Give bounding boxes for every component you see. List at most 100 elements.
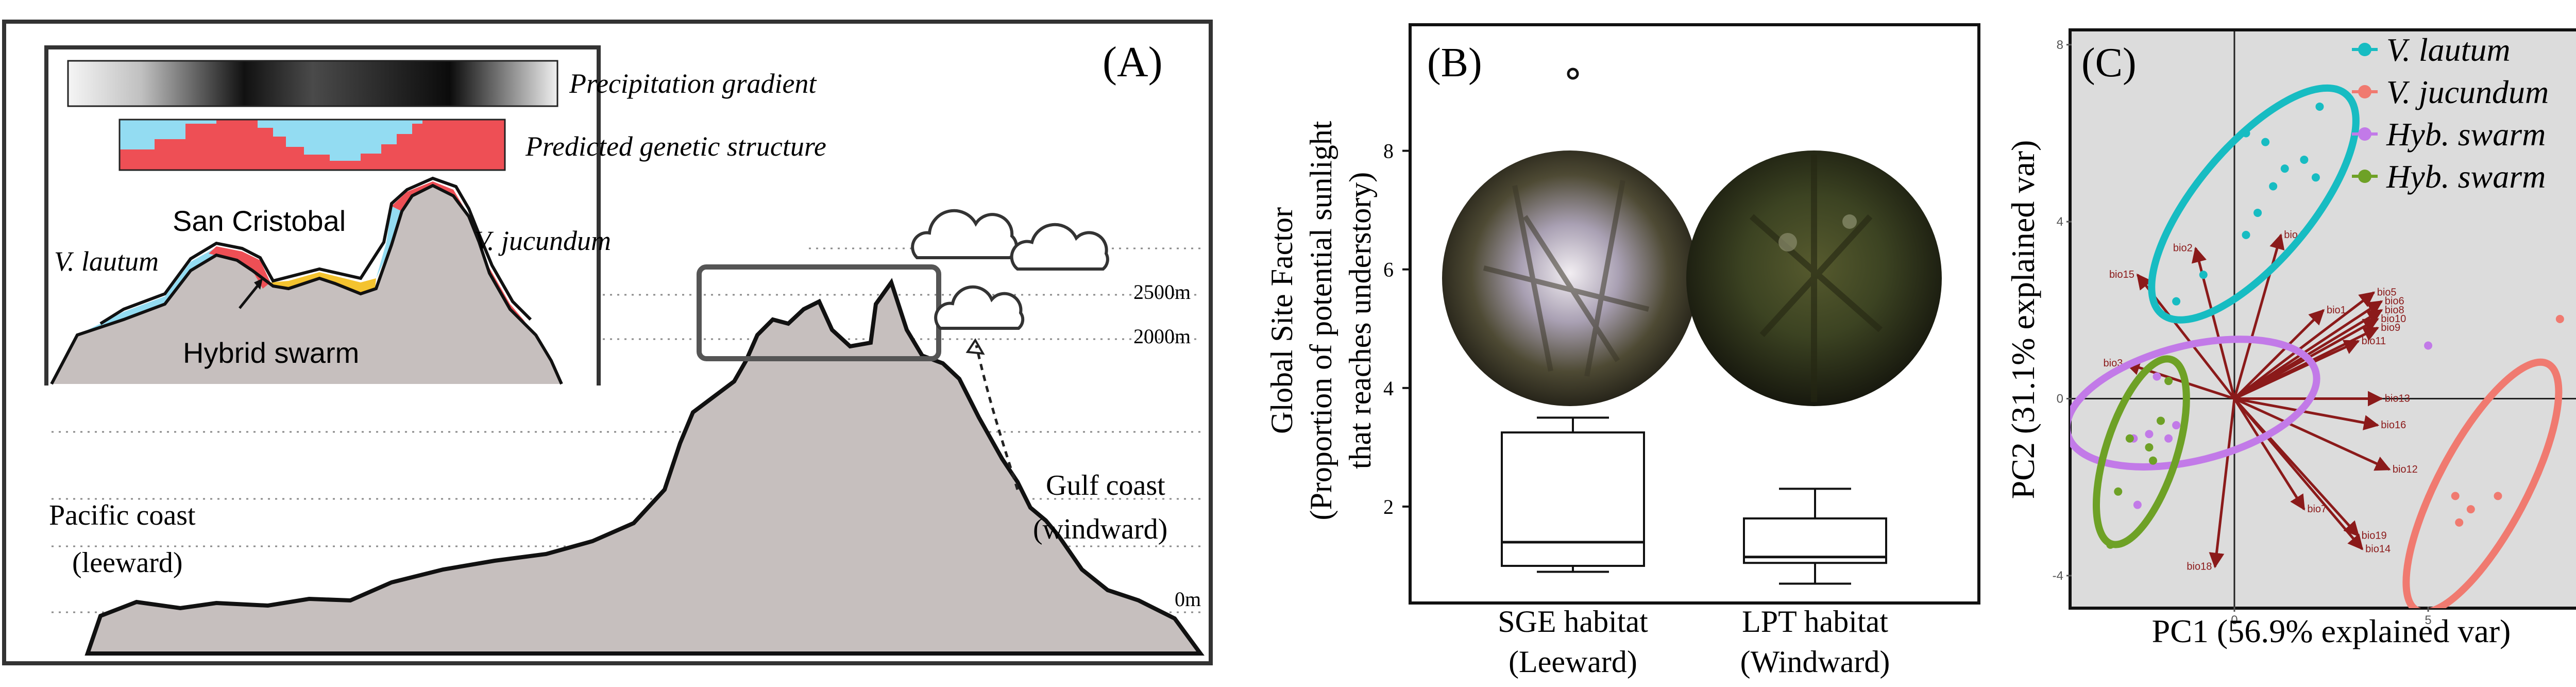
data-point [2153, 372, 2161, 381]
legend-label: Hyb. swarm [2386, 158, 2546, 195]
y-tick-label: 8 [2057, 38, 2063, 52]
legend-label: Hyb. swarm [2386, 116, 2546, 153]
loading-label: bio12 [2393, 464, 2418, 475]
y-tick-label: 4 [2057, 215, 2063, 229]
v-lautum-zone [77, 247, 268, 335]
data-point [2269, 182, 2278, 191]
y-axis-label-group: PC2 (31.1% explained var) [2005, 140, 2041, 499]
data-point [2555, 315, 2564, 323]
loading-arrow [2233, 398, 2306, 511]
data-point [2164, 434, 2173, 443]
loading-label: bio7 [2307, 504, 2327, 515]
y-tick-label: 8 [1383, 140, 1394, 163]
v-jucundum-zone [392, 181, 526, 322]
loading-arrow [2233, 233, 2285, 399]
group-ellipse [2070, 336, 2320, 471]
right-coast-side: (windward) [1033, 513, 1167, 545]
data-point [2242, 129, 2250, 138]
loading-label: bio15 [2109, 269, 2134, 280]
category-1-side: (Leeward) [1509, 645, 1637, 679]
category-1-name: SGE habitat [1498, 605, 1648, 639]
loading-arrow [2233, 397, 2391, 471]
panel-b-label: (B) [1427, 40, 1482, 86]
san-cristobal-label: San Cristobal [173, 205, 346, 237]
loading-label: bio18 [2187, 561, 2212, 573]
panel-c-label: (C) [2081, 40, 2137, 86]
genetic-structure-label: Predicted genetic structure [525, 131, 826, 162]
category-2-name: LPT habitat [1742, 605, 1888, 639]
data-point [2114, 487, 2123, 496]
inset-top-outline [99, 176, 532, 325]
loading-label: bio16 [2381, 420, 2406, 431]
panel-a-label: (A) [1103, 38, 1163, 86]
loading-label: bio13 [2385, 393, 2410, 405]
cloud-icon [911, 209, 1109, 330]
loading-label: bio6 [2385, 296, 2404, 307]
loading-label: bio9 [2381, 322, 2400, 333]
group-ellipse [2148, 84, 2360, 324]
y-tick-label: 4 [1383, 377, 1394, 400]
data-point [2261, 138, 2270, 146]
canopy-photo-leeward [1442, 150, 1698, 406]
data-point [2242, 230, 2250, 239]
elevation-2500: 2500m [1133, 280, 1191, 304]
data-point [2133, 500, 2142, 509]
canopy-photo-windward [1686, 150, 1942, 406]
precipitation-gradient-bar [67, 60, 558, 107]
data-point [2455, 518, 2464, 527]
legend: V. lautum V. jucundum Hyb. swarm Hyb. swarm [2352, 31, 2549, 195]
data-point [2494, 492, 2502, 500]
outlier-point [1567, 68, 1579, 80]
loading-label: bio14 [2365, 543, 2391, 555]
box [1743, 517, 1887, 564]
data-point [2451, 492, 2460, 500]
loading-arrow [2233, 397, 2364, 550]
data-point [2280, 164, 2289, 173]
panel-c-axes: 0 5 -4 0 4 8 [2053, 38, 2432, 627]
loading-label: bio2 [2173, 243, 2193, 254]
v-jucundum-label: V. jucundum [474, 225, 611, 256]
loading-arrow [2233, 309, 2325, 400]
legend-marker [2358, 170, 2371, 183]
left-coast-side: (leeward) [72, 547, 183, 579]
panel-c: bio5bio6bio8bio10bio9bio11bio13bio16bio1… [2005, 28, 2576, 649]
inset-outline [50, 183, 563, 385]
x-tick-label: 5 [2425, 613, 2431, 627]
loading-label: bio5 [2377, 287, 2397, 298]
elevation-0: 0m [1175, 588, 1201, 611]
data-point [2424, 341, 2433, 350]
loading-arrow [2209, 398, 2236, 568]
hybrid-pointer-head [254, 278, 263, 290]
genetic-structure-bar [118, 119, 506, 171]
x-tick-label: 0 [2231, 613, 2238, 627]
category-2-side: (Windward) [1740, 645, 1890, 679]
legend-label: V. jucundum [2386, 74, 2549, 110]
wind-arrow-head [965, 338, 985, 355]
y-label-line-3: that reaches understory) [1343, 172, 1377, 469]
data-point [2157, 416, 2165, 425]
boxplot-layer [1501, 68, 1887, 585]
data-point [2145, 443, 2154, 451]
y-tick-label: 0 [2057, 392, 2063, 406]
legend-marker [2358, 127, 2371, 141]
data-point [2148, 456, 2157, 465]
y-tick-label: 6 [1383, 258, 1394, 281]
y-label-line-2: (Proportion of potential sunlight [1304, 121, 1338, 520]
y-axis-label: PC2 (31.1% explained var) [2005, 140, 2041, 499]
loading-label: bio8 [2385, 305, 2404, 316]
y-label-line-1: Global Site Factor [1265, 207, 1299, 434]
data-point [2125, 434, 2134, 443]
data-point [2172, 297, 2181, 306]
elevation-2000: 2000m [1133, 325, 1191, 348]
data-point [2145, 430, 2154, 439]
data-point [2466, 505, 2475, 514]
hybrid-pointer [239, 283, 260, 309]
loading-label: bio19 [2362, 530, 2387, 542]
left-coast-name: Pacific coast [49, 499, 196, 531]
legend-marker [2358, 85, 2371, 98]
group-ellipse [2402, 358, 2563, 608]
y-tick-label: 2 [1383, 495, 1394, 518]
y-tick-label: -4 [2053, 569, 2063, 583]
